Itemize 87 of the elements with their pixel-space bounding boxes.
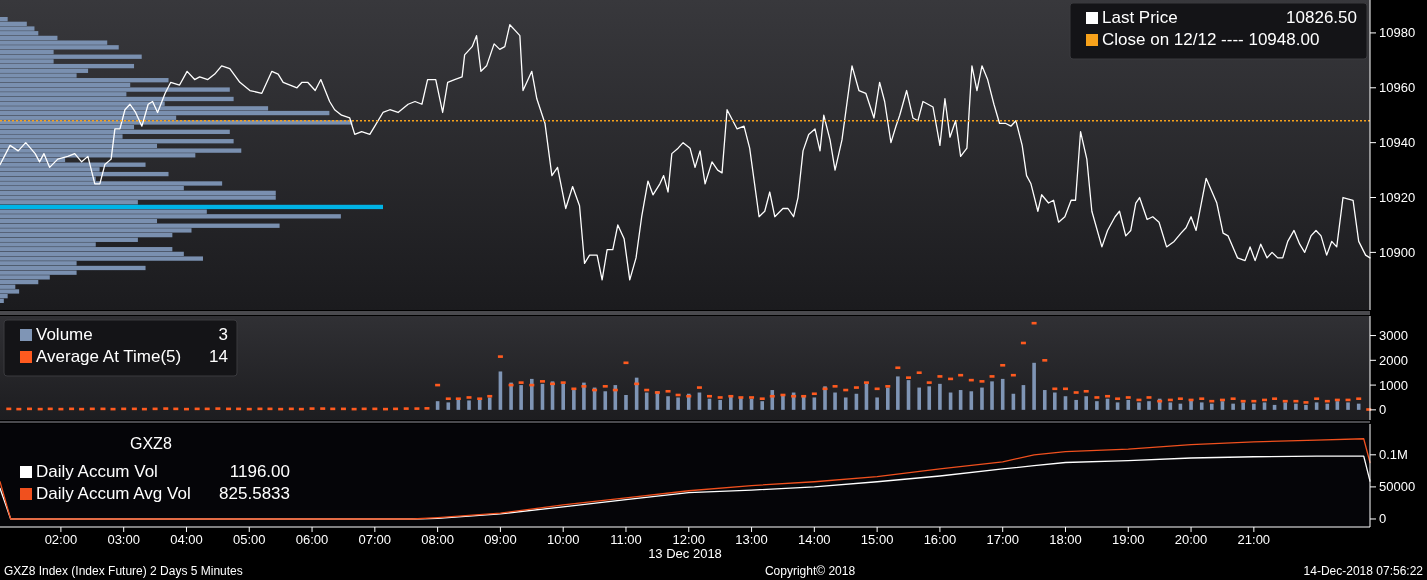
bar <box>781 394 785 410</box>
bar <box>917 387 921 410</box>
bar <box>0 120 353 125</box>
bar <box>938 383 942 410</box>
legend-label: Average At Time(5) <box>36 347 182 366</box>
y-tick-label: 10940 <box>1379 135 1416 151</box>
bar <box>624 394 628 410</box>
legend-label: Close on 12/12 ---- 10948.00 <box>1102 30 1320 49</box>
annotation: 10826.50 <box>1286 8 1357 27</box>
y-tick-label: 10980 <box>1379 25 1416 41</box>
x-tick-label: 18:00 <box>1049 532 1082 547</box>
bar <box>603 391 608 410</box>
bar <box>0 26 35 31</box>
x-tick-label: 08:00 <box>421 532 454 547</box>
x-tick-label: 14:00 <box>798 532 831 547</box>
y-tick-label: 10960 <box>1379 80 1416 96</box>
x-tick-label: 17:00 <box>986 532 1019 547</box>
y-tick-label: 3000 <box>1379 328 1408 344</box>
bar <box>530 378 534 410</box>
bar <box>0 171 169 177</box>
line-series <box>0 438 1371 520</box>
bar <box>980 387 984 410</box>
bar <box>1084 396 1089 410</box>
bar <box>0 96 234 102</box>
bar <box>823 386 827 410</box>
legend-label: Daily Accum Avg Vol <box>36 484 191 503</box>
y-tick-label: 1000 <box>1379 377 1408 393</box>
x-axis-title: 13 Dec 2018 <box>648 546 722 561</box>
bar <box>0 204 383 210</box>
bar <box>1231 403 1235 410</box>
x-tick-label: 09:00 <box>484 532 517 547</box>
y-tick-label: 50000 <box>1379 479 1416 495</box>
x-tick-label: 03:00 <box>107 532 140 547</box>
bar <box>1074 399 1078 410</box>
bar <box>0 190 276 196</box>
text: GXZ8 Index (Index Future) 2 Days 5 Minutes <box>4 564 243 578</box>
x-tick-label: 13:00 <box>735 532 768 547</box>
bar <box>0 265 146 271</box>
bar <box>1032 362 1036 410</box>
x-tick-label: 15:00 <box>860 532 894 547</box>
y-tick-label: 10900 <box>1379 244 1416 260</box>
bar <box>833 392 837 410</box>
x-tick-label: 02:00 <box>44 532 78 547</box>
bar <box>1042 390 1047 410</box>
x-tick-label: 10:00 <box>546 532 580 547</box>
bar <box>666 396 670 410</box>
x-tick-label: 04:00 <box>170 532 203 547</box>
bar <box>0 110 330 116</box>
bar <box>0 289 20 294</box>
y-tick-label: 0.1M <box>1379 447 1408 463</box>
bar <box>0 298 4 303</box>
annotation: 1196.00 <box>229 462 290 481</box>
x-tick-label: 16:00 <box>923 532 957 547</box>
bar <box>875 397 879 410</box>
bar <box>509 382 513 410</box>
annotation: 825.5833 <box>219 484 290 503</box>
legend-label: Daily Accum Vol <box>36 462 158 481</box>
x-tick-label: 20:00 <box>1174 532 1208 547</box>
bar <box>886 387 890 410</box>
x-tick-label: 11:00 <box>610 532 642 547</box>
bar <box>0 148 242 153</box>
bar <box>896 376 900 410</box>
x-tick-label: 07:00 <box>358 532 392 547</box>
text: Copyright© 2018 <box>764 564 856 578</box>
legend-label: Last Price <box>1102 8 1178 27</box>
bar <box>0 181 223 186</box>
x-tick-label: 05:00 <box>232 532 266 547</box>
legend-title: GXZ8 <box>130 435 172 452</box>
bar <box>561 383 565 410</box>
x-tick-label: 19:00 <box>1112 532 1145 547</box>
legend-label: Volume <box>36 325 93 344</box>
x-tick-label: 12:00 <box>672 532 706 547</box>
x-tick-label: 06:00 <box>295 532 329 547</box>
bar <box>0 195 276 200</box>
annotation: 14 <box>209 347 228 366</box>
y-tick-label: 2000 <box>1379 352 1408 368</box>
text: 14-Dec-2018 07:56:22 <box>1303 564 1424 578</box>
y-tick-label: 0 <box>1379 402 1387 418</box>
x-tick-label: 21:00 <box>1237 532 1271 547</box>
annotation: 3 <box>218 325 228 344</box>
y-tick-label: 10920 <box>1379 190 1416 206</box>
bar <box>0 256 203 261</box>
bar <box>843 397 848 410</box>
y-tick-label: 0 <box>1379 511 1387 527</box>
bar <box>0 87 230 92</box>
bar <box>0 63 135 69</box>
bar <box>990 381 994 410</box>
